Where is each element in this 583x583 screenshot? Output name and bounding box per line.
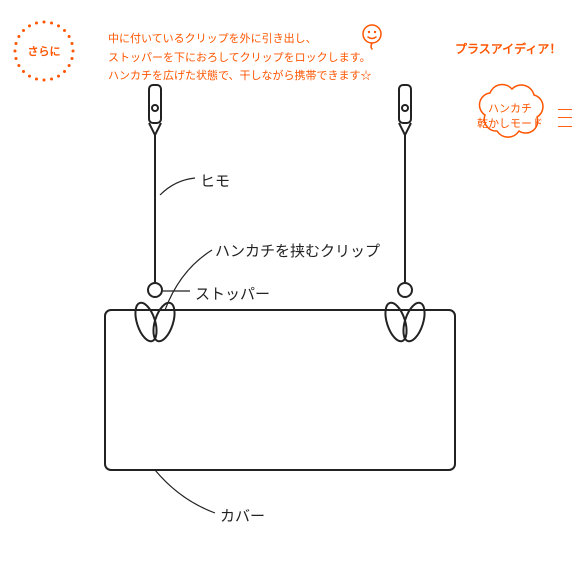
label-himo: ヒモ [200, 170, 230, 191]
label-stopper: ストッパー [195, 283, 270, 304]
badge-text: さらに [28, 43, 61, 59]
cloud-line-1: ハンカチ [465, 102, 555, 117]
label-clip: ハンカチを挟むクリップ [215, 240, 380, 261]
cloud-line-2: 乾かしモード [465, 117, 555, 132]
label-cover: カバー [220, 505, 265, 526]
